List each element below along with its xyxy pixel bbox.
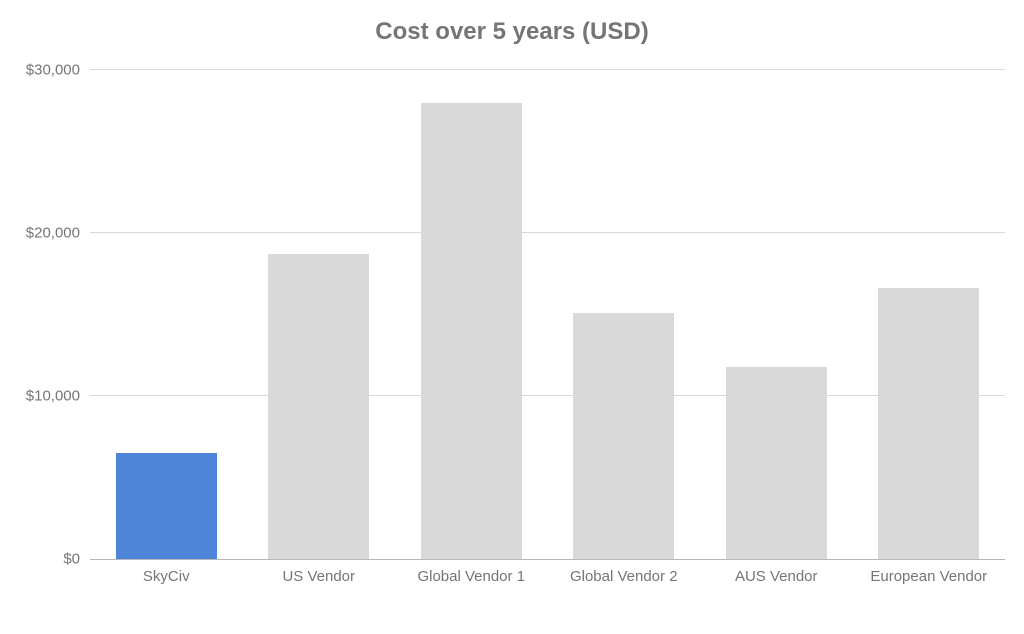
y-axis-label: $20,000 (26, 225, 80, 242)
bars-container (90, 70, 1005, 559)
x-axis-label: US Vendor (243, 568, 396, 585)
chart-title: Cost over 5 years (USD) (0, 18, 1024, 46)
bar-skyciv (116, 453, 217, 559)
x-axis-label: Global Vendor 1 (395, 568, 548, 585)
plot-area: $0 $10,000 $20,000 $30,000 (90, 70, 1005, 560)
bar-slot (395, 70, 548, 559)
cost-chart: Cost over 5 years (USD) $0 $10,000 $20,0… (0, 0, 1024, 634)
y-axis-label: $0 (63, 551, 80, 568)
x-axis-label: SkyCiv (90, 568, 243, 585)
x-axis-labels: SkyCiv US Vendor Global Vendor 1 Global … (90, 568, 1005, 585)
bar-european-vendor (878, 288, 979, 559)
bar-global-vendor-2 (573, 313, 674, 559)
bar-us-vendor (268, 254, 369, 559)
bar-slot (700, 70, 853, 559)
bar-global-vendor-1 (421, 103, 522, 559)
bar-slot (243, 70, 396, 559)
y-axis-label: $10,000 (26, 388, 80, 405)
x-axis-label: European Vendor (853, 568, 1006, 585)
x-axis-label: Global Vendor 2 (548, 568, 701, 585)
y-axis-label: $30,000 (26, 62, 80, 79)
bar-aus-vendor (726, 367, 827, 559)
bar-slot (90, 70, 243, 559)
bar-slot (853, 70, 1006, 559)
bar-slot (548, 70, 701, 559)
x-axis-label: AUS Vendor (700, 568, 853, 585)
